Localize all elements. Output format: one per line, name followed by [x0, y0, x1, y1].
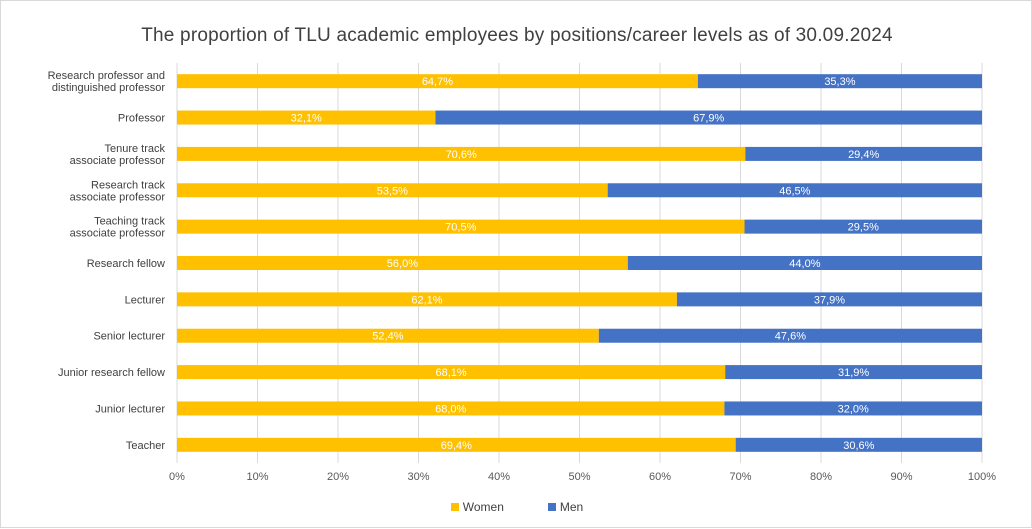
category-label: Junior research fellow	[58, 367, 165, 379]
data-label: 29,5%	[848, 222, 879, 234]
x-tick-label: 40%	[488, 471, 510, 483]
x-tick-label: 60%	[649, 471, 671, 483]
bar-segment	[745, 146, 982, 161]
x-tick-label: 80%	[810, 471, 832, 483]
bar-segment	[435, 110, 982, 125]
x-tick-label: 30%	[407, 471, 429, 483]
data-label: 32,1%	[291, 113, 322, 125]
bar-segment	[177, 183, 608, 198]
category-label: Junior lecturer	[95, 403, 165, 415]
data-label: 67,9%	[693, 113, 724, 125]
category-label: distinguished professor	[52, 82, 165, 94]
legend-swatch-women	[450, 503, 459, 511]
bar-segment	[676, 292, 982, 307]
legend-swatch-men	[547, 503, 556, 511]
data-label: 62,1%	[411, 294, 442, 306]
category-label: Tenure track	[104, 143, 165, 155]
category-label: Lecturer	[125, 294, 166, 306]
data-label: 68,0%	[435, 403, 466, 415]
bar-segment	[598, 328, 982, 343]
data-label: 29,4%	[848, 149, 879, 161]
data-label: 37,9%	[814, 294, 845, 306]
category-label: Research track	[91, 179, 165, 191]
data-label: 31,9%	[838, 367, 869, 379]
bar-segment	[744, 219, 982, 234]
bar-segment	[177, 219, 745, 234]
data-label: 32,0%	[838, 403, 869, 415]
data-label: 69,4%	[441, 440, 472, 452]
data-label: 44,0%	[789, 258, 820, 270]
bar-segment	[177, 437, 736, 452]
data-label: 30,6%	[843, 440, 874, 452]
bar-segment	[177, 256, 628, 270]
data-label: 68,1%	[436, 367, 467, 379]
category-label: Teacher	[126, 440, 165, 452]
bar-segment	[177, 401, 725, 416]
bar-segment	[724, 401, 982, 416]
category-label: associate professor	[70, 155, 166, 167]
bar-segment	[177, 292, 677, 307]
category-label: Professor	[118, 113, 165, 125]
legend-label-men: Men	[559, 500, 584, 514]
category-label: Research professor and	[48, 70, 165, 82]
category-label: associate professor	[70, 228, 166, 240]
category-label: Research fellow	[87, 258, 165, 270]
chart-legend: Women Men	[1, 500, 1032, 514]
category-label: associate professor	[70, 191, 166, 203]
category-label: Teaching track	[94, 216, 165, 228]
bar-segment	[177, 110, 436, 125]
bar-segment	[177, 328, 599, 343]
x-tick-label: 90%	[890, 471, 912, 483]
bar-segment	[177, 365, 726, 380]
data-label: 64,7%	[422, 76, 453, 88]
data-label: 56,0%	[387, 258, 418, 270]
bar-segment	[697, 74, 982, 89]
data-label: 70,5%	[445, 222, 476, 234]
data-label: 46,5%	[779, 185, 810, 197]
data-label: 70,6%	[446, 149, 477, 161]
data-label: 52,4%	[372, 331, 403, 343]
bar-segment	[627, 256, 982, 270]
bar-segment	[725, 365, 982, 380]
x-tick-label: 10%	[246, 471, 268, 483]
data-label: 53,5%	[377, 185, 408, 197]
data-label: 47,6%	[775, 331, 806, 343]
chart-title: The proportion of TLU academic employees…	[141, 25, 893, 46]
x-tick-label: 100%	[968, 471, 996, 483]
x-tick-label: 0%	[169, 471, 185, 483]
x-tick-label: 70%	[729, 471, 751, 483]
legend-label-women: Women	[462, 500, 504, 514]
bar-segment	[735, 437, 982, 452]
legend-item-women: Women	[450, 500, 504, 514]
bar-segment	[607, 183, 982, 198]
x-tick-label: 20%	[327, 471, 349, 483]
x-tick-label: 50%	[568, 471, 590, 483]
data-label: 35,3%	[824, 76, 855, 88]
legend-item-men: Men	[547, 500, 584, 514]
category-label: Senior lecturer	[93, 331, 165, 343]
bar-segment	[177, 74, 698, 89]
bar-segment	[177, 146, 746, 161]
